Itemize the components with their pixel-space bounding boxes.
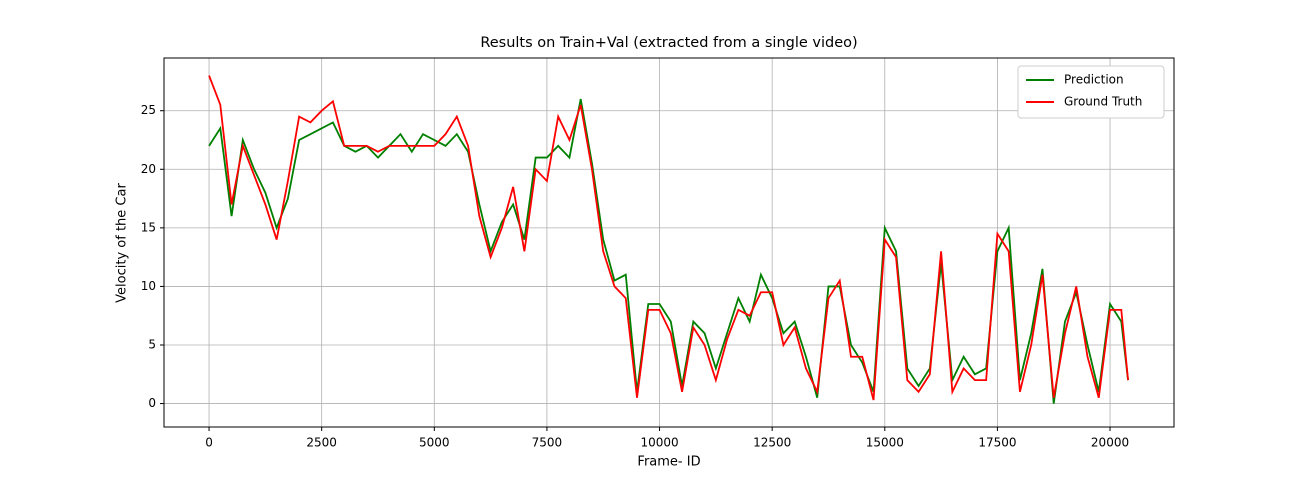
plot-frame (163, 57, 1175, 428)
x-tick-label: 10000 (640, 436, 678, 450)
y-tick-label: 5 (148, 338, 156, 352)
x-axis-label: Frame- ID (637, 455, 700, 470)
x-tick-label: 2500 (306, 436, 337, 450)
y-tick-label: 15 (141, 220, 156, 234)
chart-title: Results on Train+Val (extracted from a s… (480, 35, 857, 51)
legend-box (1017, 65, 1165, 119)
x-tick-label: 15000 (866, 436, 904, 450)
y-tick-label: 10 (141, 279, 156, 293)
legend-label: Ground Truth (1064, 95, 1142, 109)
legend-label: Prediction (1064, 73, 1124, 87)
y-tick-label: 0 (148, 396, 156, 410)
x-tick-label: 0 (205, 436, 213, 450)
x-tick-label: 12500 (753, 436, 791, 450)
line-series (208, 98, 1129, 404)
x-tick-label: 20000 (1091, 436, 1129, 450)
y-tick-label: 20 (141, 162, 156, 176)
x-tick-label: 17500 (978, 436, 1016, 450)
line-series (208, 75, 1129, 401)
x-tick-label: 7500 (532, 436, 563, 450)
y-tick-label: 25 (141, 103, 156, 117)
y-axis-label: Velocity of the Car (115, 183, 130, 303)
x-tick-label: 5000 (419, 436, 450, 450)
